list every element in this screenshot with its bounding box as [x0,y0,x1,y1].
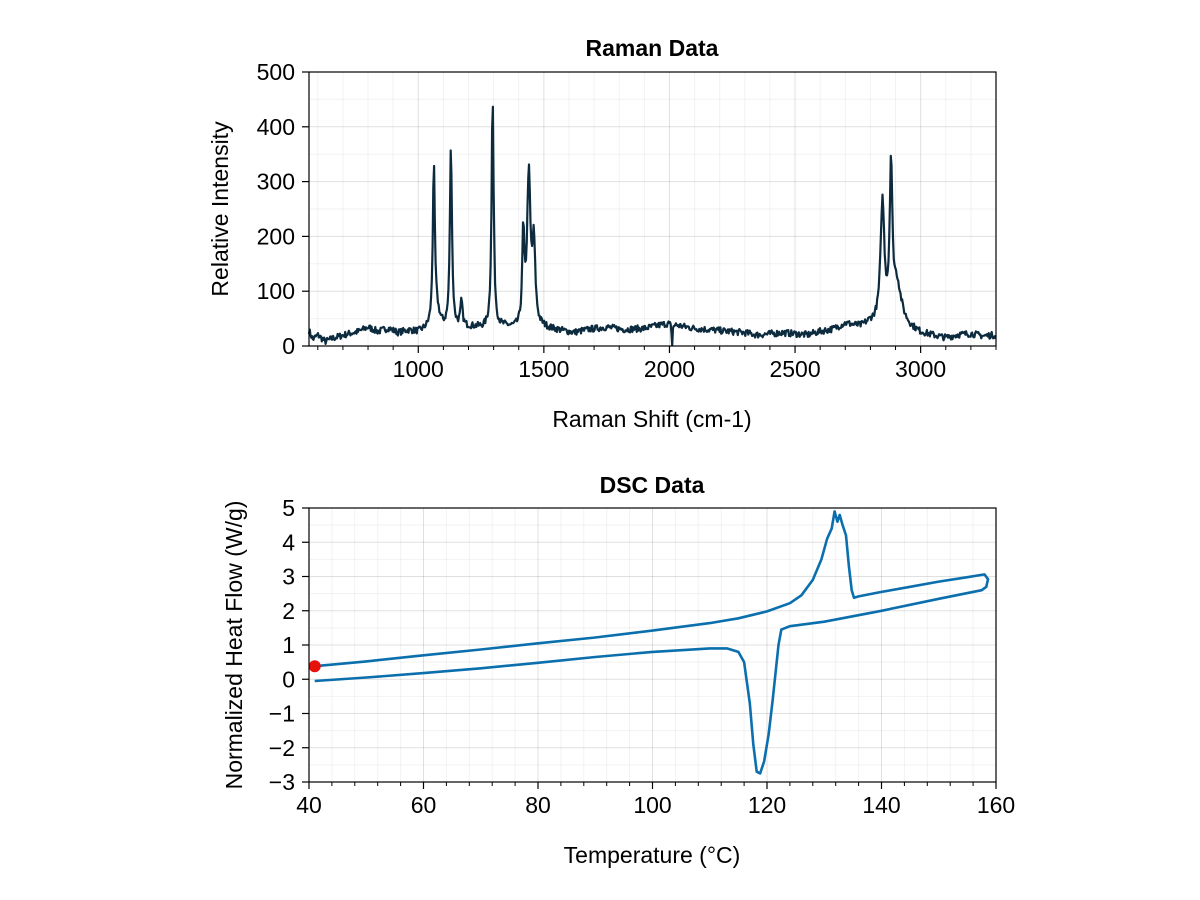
dsc-ytick-label: 1 [282,632,295,658]
raman-plot-frame [308,71,997,347]
dsc-ticks: 40 60 80 100 120 140 160 −3 −2 −1 0 1 2 3 4 5 [269,495,1015,818]
raman-series [307,105,997,347]
raman-title: Raman Data [586,35,719,61]
dsc-ytick-label: −1 [269,701,295,727]
dsc-ylabel: Normalized Heat Flow (W/g) [221,501,247,790]
dsc-ytick-label: 4 [282,529,295,555]
dsc-series [308,510,990,775]
raman-ytick-label: 300 [257,169,295,195]
raman-ytick-label: 100 [257,278,295,304]
dsc-grid [308,507,997,783]
dsc-ytick-label: −2 [269,735,295,761]
raman-xtick-label: 3000 [895,356,946,382]
dsc-ytick-label: 5 [282,495,295,521]
raman-ticks: 1000 1500 2000 2500 3000 0 100 200 300 400 500 [257,59,997,382]
raman-xtick-label: 2000 [644,356,695,382]
dsc-xlabel: Temperature (°C) [564,842,741,868]
raman-ylabel: Relative Intensity [207,121,233,297]
dsc-heatflow-line [314,510,990,775]
raman-ytick-label: 500 [257,59,295,85]
raman-xtick-label: 1500 [518,356,569,382]
dsc-xtick-label: 120 [748,792,786,818]
raman-ytick-label: 0 [282,333,295,359]
raman-spectrum-line [307,105,997,347]
dsc-ytick-label: 0 [282,666,295,692]
dsc-xtick-label: 160 [977,792,1015,818]
raman-ytick-label: 200 [257,223,295,249]
raman-ytick-label: 400 [257,114,295,140]
dsc-start-marker [308,660,321,673]
dsc-xtick-label: 140 [862,792,900,818]
dsc-xtick-label: 60 [411,792,437,818]
dsc-ytick-label: −3 [269,769,295,795]
dsc-xtick-label: 80 [525,792,551,818]
raman-xlabel: Raman Shift (cm-1) [552,406,751,432]
raman-xtick-label: 1000 [393,356,444,382]
raman-chart: 1000 1500 2000 2500 3000 0 100 200 300 400 500 Ram… [207,35,997,432]
dsc-ytick-label: 3 [282,564,295,590]
dsc-title: DSC Data [600,472,705,498]
dsc-ytick-label: 2 [282,598,295,624]
raman-xtick-label: 2500 [769,356,820,382]
dsc-xtick-label: 100 [633,792,671,818]
dsc-xtick-label: 40 [296,792,322,818]
